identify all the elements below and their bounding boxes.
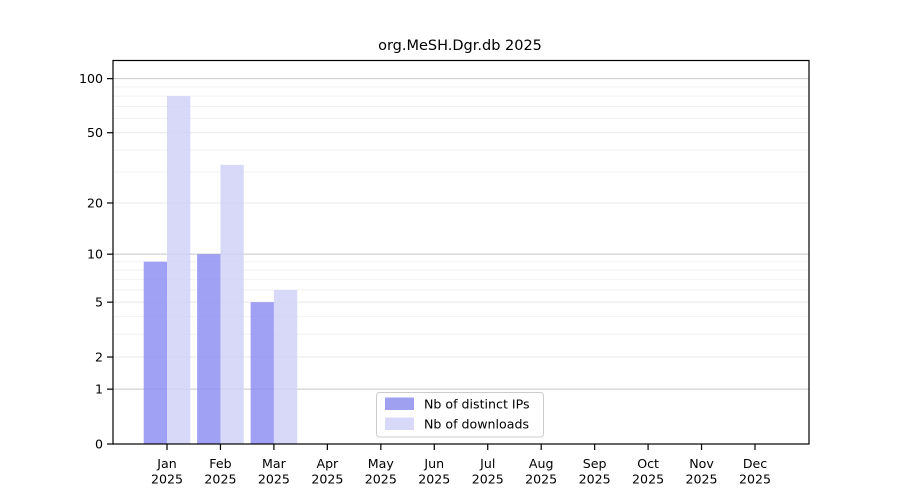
x-tick-label-month: Jul [479,456,495,471]
y-tick-label: 0 [95,437,103,452]
x-tick-label-year: 2025 [258,472,290,487]
x-tick-label-year: 2025 [311,472,343,487]
x-tick-label-month: May [368,456,395,471]
x-tick-label-month: Mar [262,456,287,471]
bar-nb-of-downloads-feb [220,164,244,445]
y-tick-label: 2 [95,350,103,365]
y-axis-ticks: 0 1 2 5 10 20 50 100 [79,71,113,452]
x-tick-label-year: 2025 [525,472,557,487]
y-tick-label: 10 [87,247,103,262]
x-tick-label-year: 2025 [739,472,771,487]
bar-nb-of-distinct-ips-mar [250,302,274,444]
x-tick-label-year: 2025 [151,472,183,487]
x-tick-label-year: 2025 [472,472,504,487]
y-tick-label: 1 [95,382,103,397]
legend-swatch-downloads [385,417,414,430]
legend-label-distinct-ips: Nb of distinct IPs [424,397,530,412]
x-tick-label-month: Sep [583,456,607,471]
chart-title: org.MeSH.Dgr.db 2025 [378,38,542,54]
x-tick-label-year: 2025 [632,472,664,487]
x-tick-label-month: Oct [637,456,659,471]
bar-nb-of-downloads-mar [273,289,298,444]
x-tick-label-month: Jan [156,456,176,471]
x-tick-label-month: Dec [743,456,767,471]
bars [143,96,298,445]
bar-nb-of-downloads-jan [167,96,191,444]
x-tick-label-month: Jun [423,456,444,471]
x-tick-label-year: 2025 [579,472,611,487]
y-tick-label: 100 [79,71,103,86]
x-tick-label-month: Nov [689,456,714,471]
y-tick-label: 50 [87,125,103,140]
plot-border [112,59,810,445]
y-tick-label: 5 [95,295,103,310]
x-tick-label-month: Apr [316,456,339,471]
axes [112,59,810,445]
y-tick-label: 20 [87,195,103,210]
x-axis-ticks: Jan2025Feb2025Mar2025Apr2025May2025Jun20… [151,444,771,487]
legend-swatch-distinct-ips [385,397,414,410]
legend-box [376,392,544,438]
x-tick-label-month: Aug [529,456,554,471]
x-tick-label-year: 2025 [365,472,397,487]
x-tick-label-year: 2025 [686,472,718,487]
bar-nb-of-distinct-ips-jan [143,261,167,444]
bar-nb-of-distinct-ips-feb [197,254,221,444]
x-tick-label-year: 2025 [418,472,450,487]
legend: Nb of distinct IPs Nb of downloads [376,392,544,438]
legend-label-downloads: Nb of downloads [424,417,529,432]
x-tick-label-month: Feb [209,456,231,471]
x-tick-label-year: 2025 [204,472,236,487]
